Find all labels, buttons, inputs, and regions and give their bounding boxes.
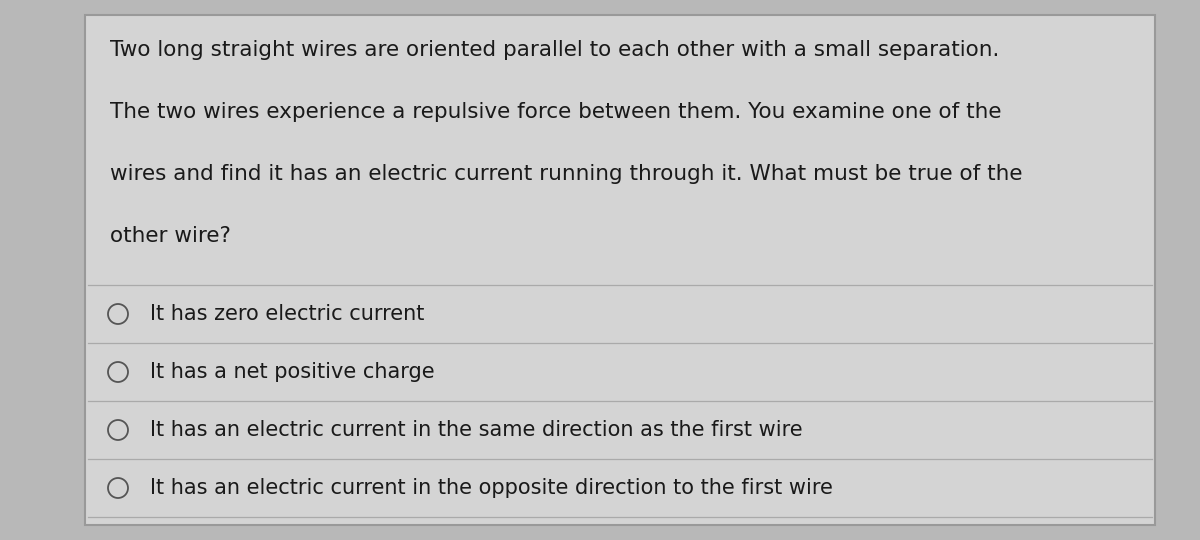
- Text: other wire?: other wire?: [110, 226, 230, 246]
- Text: Two long straight wires are oriented parallel to each other with a small separat: Two long straight wires are oriented par…: [110, 40, 1000, 60]
- Text: It has a net positive charge: It has a net positive charge: [150, 362, 434, 382]
- Text: It has an electric current in the same direction as the first wire: It has an electric current in the same d…: [150, 420, 803, 440]
- Text: The two wires experience a repulsive force between them. You examine one of the: The two wires experience a repulsive for…: [110, 102, 1002, 122]
- Text: It has zero electric current: It has zero electric current: [150, 304, 425, 324]
- Bar: [85, 15, 1154, 525]
- Text: It has an electric current in the opposite direction to the first wire: It has an electric current in the opposi…: [150, 478, 833, 498]
- Text: wires and find it has an electric current running through it. What must be true : wires and find it has an electric curren…: [110, 164, 1022, 184]
